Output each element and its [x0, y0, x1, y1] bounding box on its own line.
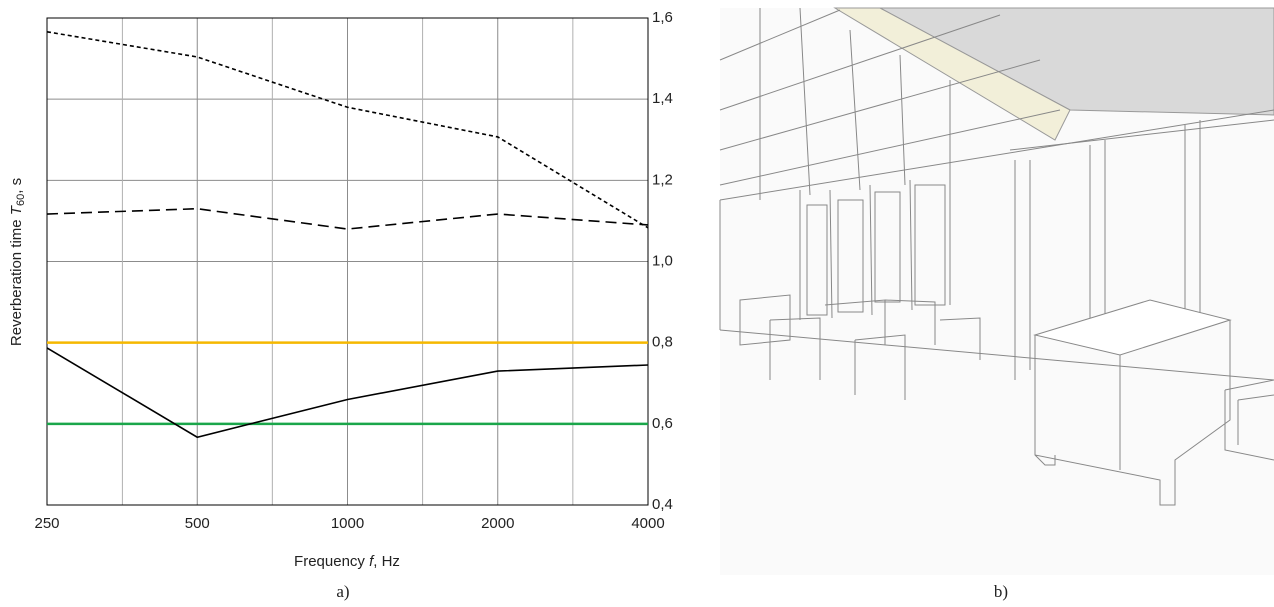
y-tick-label: 1,2 [652, 171, 673, 188]
x-tick-label: 2000 [481, 515, 514, 532]
series-line [46, 31, 649, 229]
caption: b) [994, 582, 1008, 601]
y-tick-label: 0,6 [652, 415, 673, 432]
y-tick-label: 1,4 [652, 90, 673, 107]
y-tick-label: 1,0 [652, 252, 673, 269]
y-tick-label: 0,4 [652, 496, 673, 513]
x-axis-label: Frequency f, Hz [294, 553, 400, 570]
x-tick-label: 250 [34, 515, 59, 532]
x-tick-label: 4000 [631, 515, 664, 532]
y-tick-label: 0,8 [652, 334, 673, 351]
caption: a) [336, 582, 349, 601]
plot-frame [46, 17, 649, 506]
series-line [46, 207, 649, 230]
x-tick-label: 500 [185, 515, 210, 532]
series-line [46, 347, 649, 439]
y-axis-label: Reverberation time T60, s [8, 178, 27, 346]
room-sketch [719, 7, 1274, 575]
x-tick-label: 1000 [331, 515, 364, 532]
y-tick-label: 1,6 [652, 9, 673, 26]
